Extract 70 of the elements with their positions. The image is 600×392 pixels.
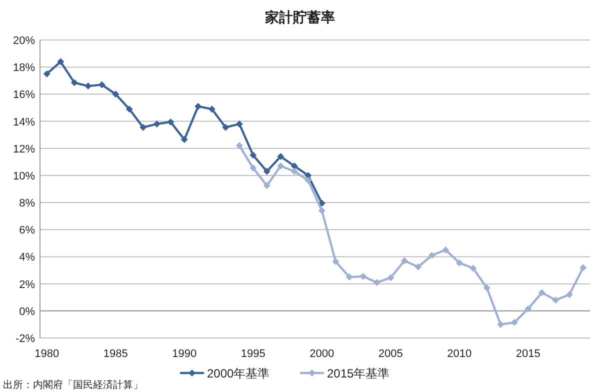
point	[263, 182, 270, 190]
point	[414, 263, 422, 270]
point	[580, 264, 587, 272]
point	[470, 264, 477, 272]
x-tick-label: 1990	[172, 348, 197, 360]
point	[222, 124, 230, 131]
x-tick-label: 2005	[378, 348, 403, 360]
text: 出所：内閣府「国民経済計算」	[3, 379, 143, 391]
point	[112, 90, 120, 98]
point	[373, 278, 380, 286]
point	[98, 81, 106, 88]
point	[400, 257, 408, 264]
y-tick-label: -2%	[15, 333, 36, 345]
point	[360, 272, 367, 280]
point	[318, 207, 326, 214]
point	[126, 106, 133, 113]
point	[483, 284, 490, 292]
point	[346, 274, 353, 281]
x-tick-label: 1995	[240, 348, 266, 360]
point	[84, 82, 92, 90]
y-tick-label: 18%	[12, 62, 36, 74]
point	[387, 274, 394, 282]
y-tick-label: 10%	[12, 170, 36, 182]
point	[510, 318, 518, 326]
point	[236, 142, 243, 150]
y-tick-label: 12%	[12, 143, 36, 156]
point	[428, 252, 436, 259]
point	[236, 120, 243, 128]
point	[318, 200, 326, 207]
y-tick-label: 4%	[19, 252, 36, 264]
point	[442, 246, 450, 254]
y-tick-label: 0%	[19, 306, 36, 318]
point	[43, 70, 50, 78]
legend-label: 2000年基準	[207, 366, 270, 380]
point	[304, 176, 312, 184]
point	[250, 164, 257, 172]
point	[57, 58, 64, 66]
y-tick-label: 20%	[12, 35, 36, 47]
x-tick-label: 2015	[516, 348, 540, 360]
y-tick-label: 8%	[19, 198, 36, 210]
point	[180, 136, 188, 144]
point	[153, 120, 160, 128]
x-tick-label: 2010	[447, 348, 472, 360]
point	[552, 296, 560, 304]
point	[70, 79, 78, 86]
point	[566, 291, 573, 298]
y-tick-label: 2%	[19, 278, 36, 291]
point	[277, 162, 284, 170]
point	[290, 168, 298, 175]
legend-label: 2015年基準	[327, 366, 390, 380]
y-tick-label: 16%	[12, 89, 36, 102]
point	[263, 168, 270, 175]
point	[140, 124, 147, 131]
point	[194, 102, 202, 110]
chart-title: 家計貯蓄率	[264, 9, 335, 25]
x-tick-label: 1980	[34, 348, 60, 360]
point	[290, 162, 298, 170]
point	[277, 152, 284, 160]
point	[167, 118, 174, 126]
point	[538, 289, 546, 296]
y-tick-label: 6%	[19, 224, 36, 237]
x-tick-label: 1985	[103, 348, 128, 360]
point	[208, 106, 216, 113]
x-tick-label: 2000	[310, 348, 334, 360]
point	[524, 305, 532, 312]
point	[497, 320, 504, 328]
point	[456, 259, 463, 266]
y-tick-label: 14%	[12, 116, 36, 128]
point	[250, 152, 257, 159]
point	[332, 258, 340, 265]
